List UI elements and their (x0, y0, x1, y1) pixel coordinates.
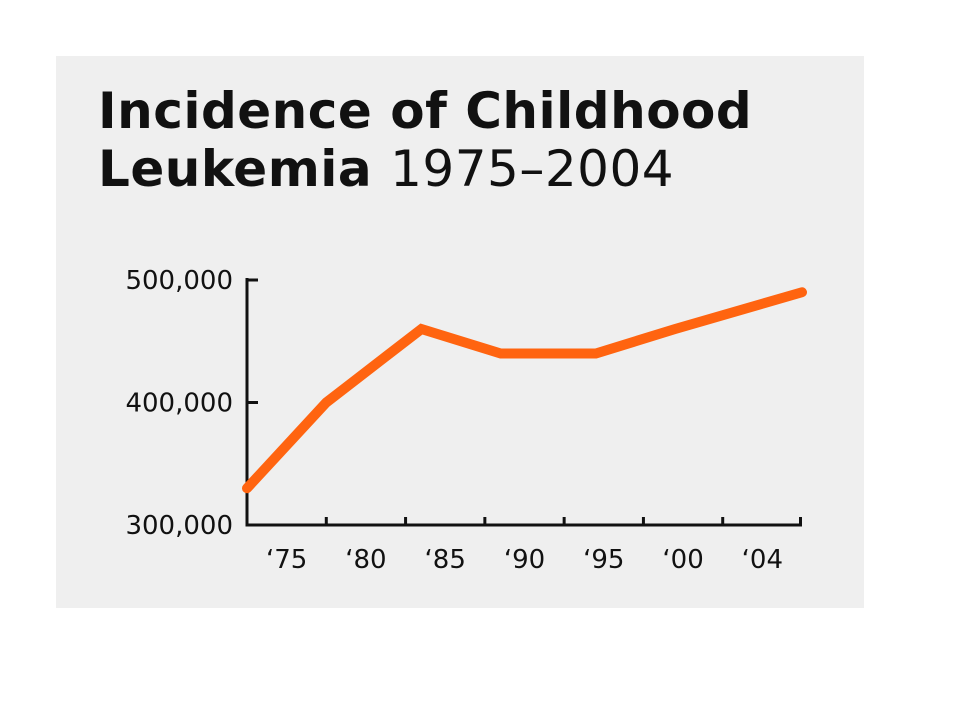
title-line-2-years: 1975–2004 (390, 140, 675, 198)
x-tick-label: ‘00 (662, 545, 703, 575)
series-line (242, 287, 807, 494)
x-tick-label: ‘90 (504, 545, 545, 575)
x-tick-label: ‘85 (425, 545, 466, 575)
y-tick-label: 300,000 (125, 511, 233, 541)
y-tick-label: 500,000 (125, 266, 233, 296)
x-tick-label: ‘95 (583, 545, 624, 575)
x-axis-ticks: ‘75 ‘80 ‘85 ‘90 ‘95 ‘00 ‘04 (266, 517, 802, 575)
chart-title: Incidence of Childhood Leukemia 1975–200… (98, 82, 752, 198)
title-line-1: Incidence of Childhood (98, 82, 753, 140)
y-tick-label: 400,000 (125, 389, 233, 419)
x-tick-label: ‘80 (345, 545, 386, 575)
x-tick-label: ‘04 (742, 545, 783, 575)
chart-panel: Incidence of Childhood Leukemia 1975–200… (56, 56, 864, 608)
x-tick-label: ‘75 (266, 545, 307, 575)
y-axis-ticks: 500,000 400,000 300,000 (125, 266, 258, 541)
title-line-2-bold: Leukemia (98, 140, 373, 198)
series-lines (242, 287, 807, 494)
line-chart: 500,000 400,000 300,000 ‘75 ‘80 ‘85 ‘90 ‘95 ‘00… (125, 266, 807, 575)
